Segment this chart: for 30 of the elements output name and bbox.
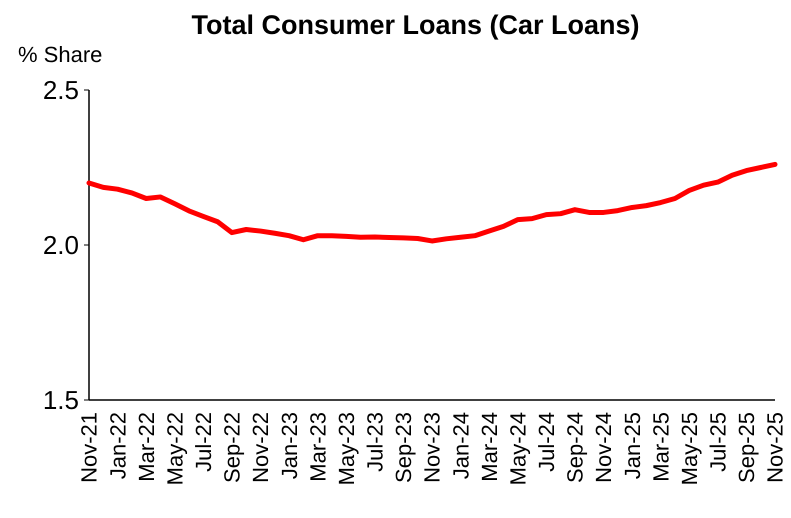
- x-tick-label: Sep-22: [220, 412, 245, 483]
- x-tick-label: Sep-25: [734, 412, 760, 483]
- x-tick-label: May-22: [162, 412, 188, 486]
- x-tick-label: Mar-25: [648, 412, 674, 482]
- x-tick-label: Mar-24: [476, 412, 502, 482]
- x-tick-label: Mar-22: [134, 412, 159, 482]
- x-tick-label: Sep-23: [391, 412, 416, 483]
- x-tick-label: May-25: [676, 412, 702, 486]
- x-tick-label: Nov-23: [420, 412, 445, 483]
- x-tick-label: May-23: [334, 412, 359, 486]
- y-axis-title: % Share: [18, 42, 102, 67]
- x-tick-label: Sep-24: [562, 412, 588, 483]
- x-tick-label: Jan-23: [276, 412, 302, 480]
- x-tick-label: Jul-24: [534, 412, 560, 472]
- x-tick-label: Nov-25: [762, 412, 788, 483]
- x-tick-label: Jul-23: [362, 412, 388, 472]
- x-tick-label: Jan-24: [448, 412, 474, 480]
- x-tick-label: Mar-23: [305, 412, 330, 482]
- x-tick-label: Nov-22: [248, 412, 274, 483]
- chart-title: Total Consumer Loans (Car Loans): [191, 10, 640, 40]
- x-tick-label: Jan-25: [620, 412, 645, 480]
- x-tick-label: Jan-22: [105, 412, 130, 480]
- y-tick-label: 2.5: [42, 75, 79, 106]
- x-tick-label: Nov-24: [591, 412, 616, 483]
- x-tick-label: May-24: [505, 412, 530, 486]
- x-tick-label: Jul-22: [191, 412, 216, 472]
- y-tick-label: 1.5: [42, 385, 79, 416]
- x-tick-label: Nov-21: [76, 412, 102, 483]
- x-tick-label: Jul-25: [706, 412, 731, 472]
- y-tick-label: 2.0: [42, 230, 79, 260]
